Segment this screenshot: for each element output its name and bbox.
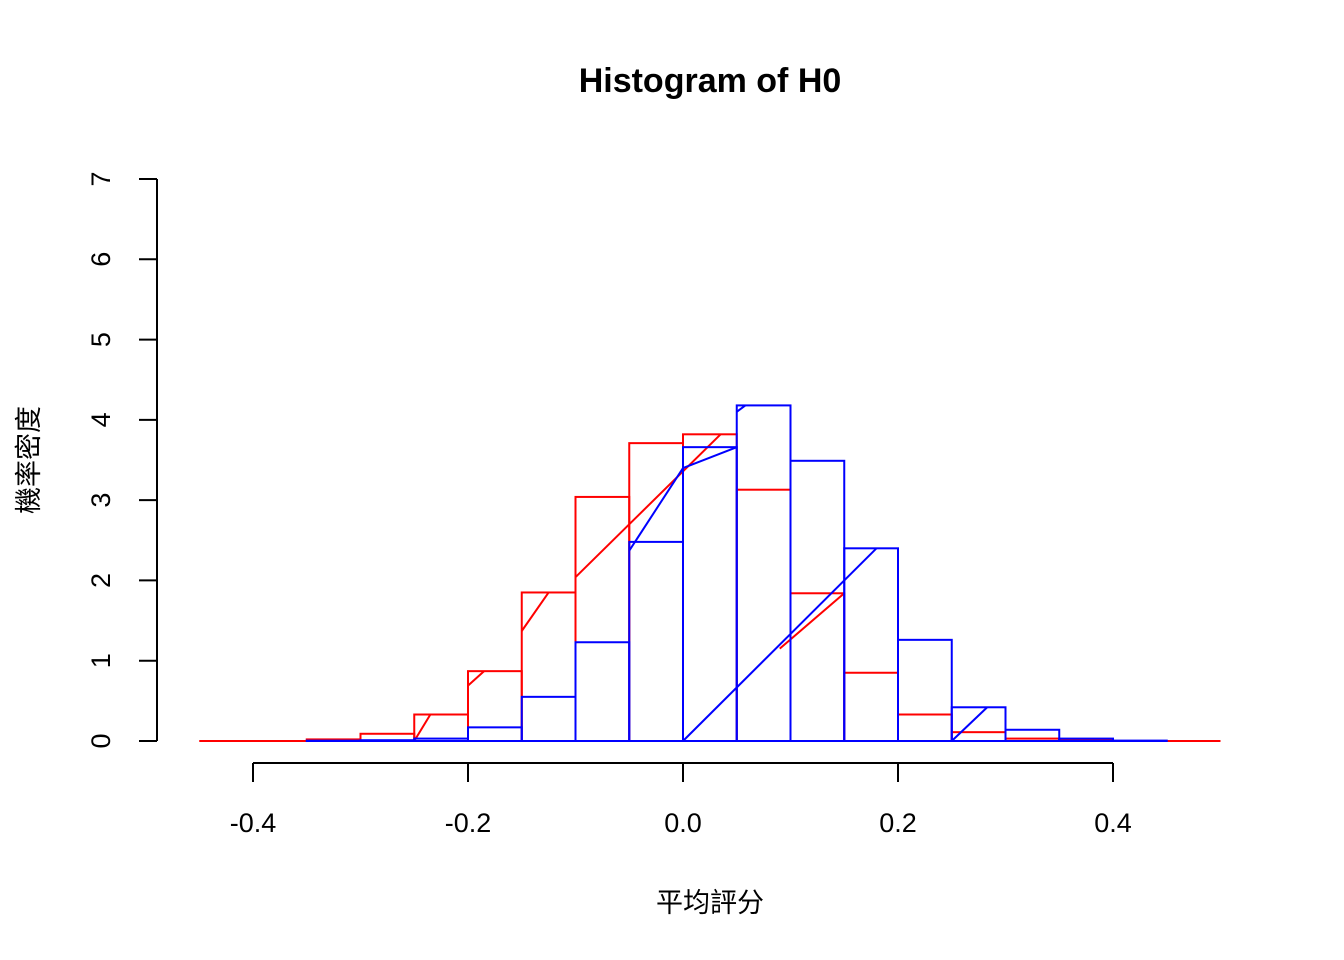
histogram-bar <box>1004 728 1061 743</box>
chart-title: Histogram of H0 <box>579 62 842 100</box>
histogram-series <box>199 404 1221 743</box>
histogram-bar <box>520 695 577 742</box>
hatch-segment <box>736 404 746 413</box>
histogram-bar <box>467 726 523 743</box>
histogram-bar <box>574 641 631 743</box>
hatch-segment <box>682 446 738 469</box>
histogram-bar <box>735 404 792 742</box>
y-axis-label: 機率密度 <box>14 406 45 514</box>
histogram-bar <box>843 547 899 742</box>
histogram-bar <box>735 488 792 742</box>
x-tick-label: -0.4 <box>230 808 277 838</box>
histogram-bar <box>413 737 469 743</box>
y-tick-label: 1 <box>86 653 116 668</box>
histogram-series-2 <box>305 404 1168 743</box>
hatch-segment <box>520 591 550 632</box>
hatch-segment <box>682 547 878 742</box>
hatch-segment <box>779 592 845 650</box>
hatch-segment <box>574 433 722 578</box>
histogram-bar <box>682 446 738 742</box>
hatch-segment <box>628 467 684 552</box>
histogram-bar <box>359 739 416 743</box>
y-tick-label: 0 <box>86 733 116 748</box>
y-tick-label: 3 <box>86 493 116 508</box>
y-tick-label: 7 <box>86 171 116 186</box>
histogram-bar <box>897 638 953 743</box>
x-tick-label: 0.0 <box>664 808 702 838</box>
histogram-bar <box>628 540 684 742</box>
x-tick-label: -0.2 <box>445 808 492 838</box>
histogram-series-1 <box>199 433 1221 743</box>
hatch-segment <box>467 670 485 687</box>
y-tick-label: 6 <box>86 252 116 267</box>
histogram-bar <box>628 442 684 742</box>
x-axis: -0.4 -0.2 0.0 0.2 0.4 <box>230 762 1132 838</box>
hatch-segment <box>951 706 988 742</box>
x-tick-label: 0.4 <box>1094 808 1132 838</box>
hatch-segment <box>413 713 432 742</box>
x-axis-label: 平均評分 <box>656 888 764 919</box>
y-tick-label: 5 <box>86 332 116 347</box>
histogram-bar <box>950 706 1007 743</box>
histogram-bar <box>467 670 523 742</box>
x-tick-label: 0.2 <box>879 808 917 838</box>
y-tick-label: 4 <box>86 412 116 427</box>
histogram-bar <box>897 713 953 743</box>
y-axis: 0 1 2 3 4 5 6 7 <box>86 171 158 749</box>
y-tick-label: 2 <box>86 573 116 588</box>
histogram-bar <box>843 671 899 742</box>
histogram-bar <box>520 591 577 742</box>
